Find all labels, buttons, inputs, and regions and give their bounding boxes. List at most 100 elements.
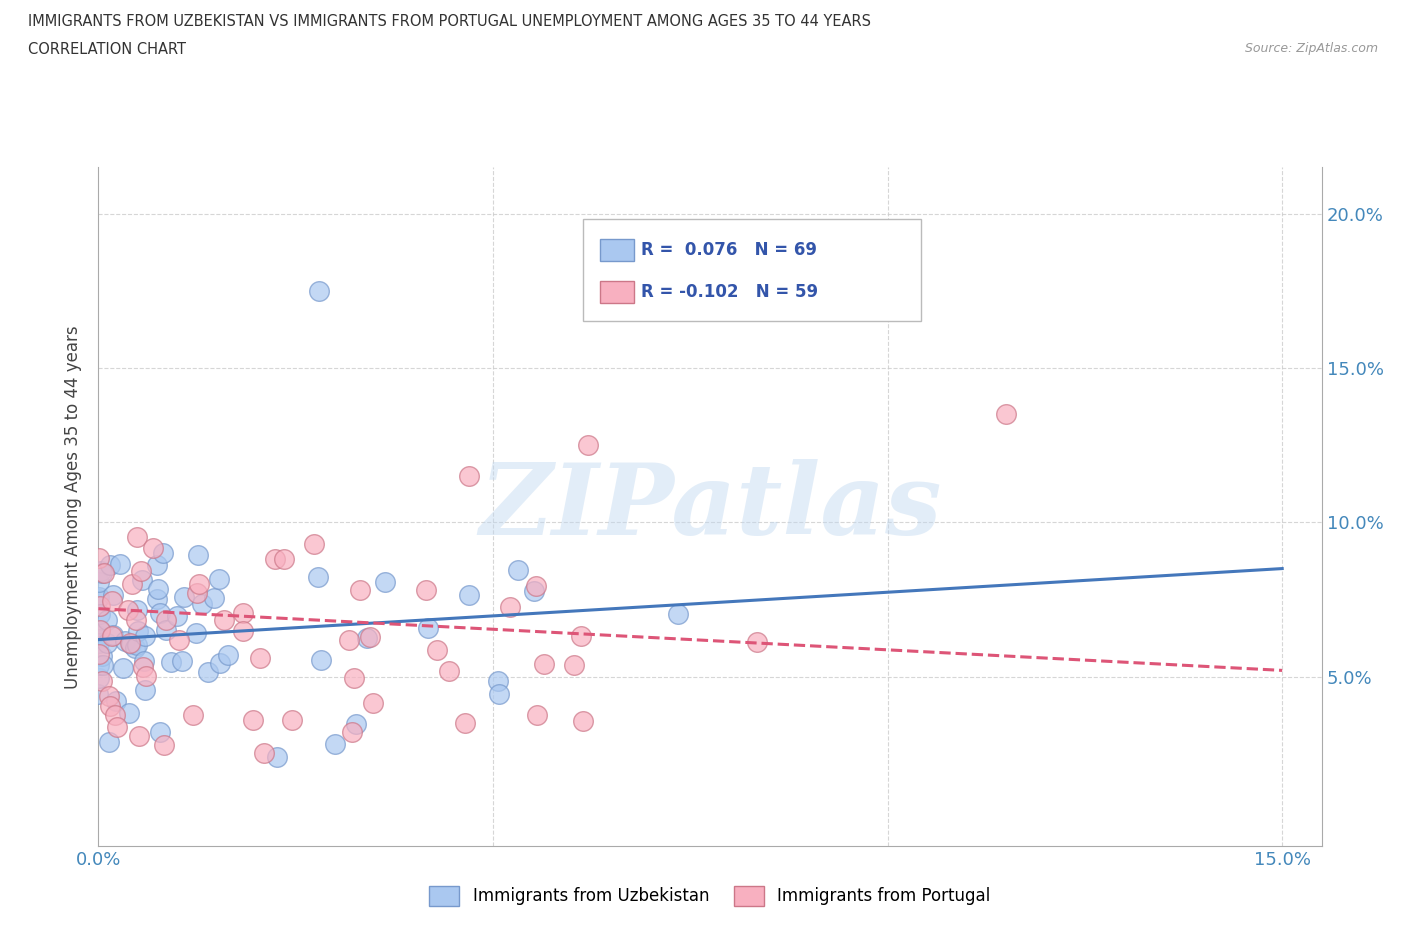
Point [533, 657, 555, 671]
Point [415, 582, 437, 597]
Text: R =  0.076   N = 69: R = 0.076 N = 69 [641, 241, 817, 259]
Point [132, 660, 155, 675]
Point [89, 623, 111, 638]
Point [454, 715, 477, 730]
Point [152, 545, 174, 560]
Point [124, 640, 146, 655]
Point [145, 591, 167, 606]
Point [266, 750, 288, 764]
Point [134, 683, 156, 698]
Point [167, 632, 190, 647]
Point [153, 737, 176, 752]
Text: R = -0.102   N = 59: R = -0.102 N = 59 [641, 283, 818, 301]
Point [89, 622, 111, 637]
Point [87, 628, 110, 643]
Point [149, 605, 172, 620]
Point [118, 706, 141, 721]
Point [104, 708, 127, 723]
Point [253, 745, 276, 760]
Point [197, 665, 219, 680]
Point [562, 658, 585, 672]
Point [129, 564, 152, 578]
Point [309, 652, 332, 667]
Point [148, 724, 170, 739]
Point [127, 638, 149, 653]
Point [110, 556, 132, 571]
Point [191, 597, 214, 612]
Point [98, 734, 121, 749]
Point [486, 673, 509, 688]
Point [159, 655, 181, 670]
Point [91, 658, 114, 673]
Text: CORRELATION CHART: CORRELATION CHART [28, 42, 186, 57]
Point [90, 565, 112, 580]
Point [87, 589, 110, 604]
Point [342, 724, 364, 739]
Legend: Immigrants from Uzbekistan, Immigrants from Portugal: Immigrants from Uzbekistan, Immigrants f… [423, 879, 997, 912]
Point [523, 583, 546, 598]
Text: Source: ZipAtlas.com: Source: ZipAtlas.com [1244, 42, 1378, 55]
Point [308, 284, 330, 299]
Point [105, 720, 128, 735]
Point [134, 628, 156, 643]
Point [111, 660, 134, 675]
Point [242, 712, 264, 727]
Point [202, 591, 225, 605]
Point [155, 613, 177, 628]
Point [344, 716, 367, 731]
Point [89, 575, 111, 590]
Point [343, 671, 366, 685]
Point [374, 575, 396, 590]
Point [576, 438, 599, 453]
Point [994, 406, 1017, 421]
Point [209, 656, 232, 671]
Point [418, 620, 440, 635]
Point [90, 674, 112, 689]
Point [273, 551, 295, 566]
Point [114, 634, 136, 649]
Point [356, 631, 378, 645]
Point [132, 653, 155, 668]
Point [232, 623, 254, 638]
Text: ZIPatlas: ZIPatlas [479, 458, 941, 555]
Text: IMMIGRANTS FROM UZBEKISTAN VS IMMIGRANTS FROM PORTUGAL UNEMPLOYMENT AMONG AGES 3: IMMIGRANTS FROM UZBEKISTAN VS IMMIGRANTS… [28, 14, 872, 29]
Point [96, 636, 118, 651]
Point [87, 671, 110, 685]
Point [172, 654, 194, 669]
Point [135, 669, 157, 684]
Point [184, 626, 207, 641]
Point [121, 577, 143, 591]
Point [349, 582, 371, 597]
Point [249, 650, 271, 665]
Point [187, 577, 209, 591]
Point [101, 628, 124, 643]
Point [128, 729, 150, 744]
Point [146, 581, 169, 596]
Point [131, 573, 153, 588]
Point [232, 605, 254, 620]
Point [87, 551, 110, 565]
Point [142, 540, 165, 555]
Point [186, 585, 208, 600]
Point [181, 708, 204, 723]
Point [437, 663, 460, 678]
Point [104, 694, 127, 709]
Point [526, 707, 548, 722]
Point [572, 713, 595, 728]
Point [426, 643, 449, 658]
Point [524, 578, 547, 593]
Point [89, 646, 111, 661]
Point [117, 603, 139, 618]
Point [280, 712, 302, 727]
Point [173, 590, 195, 604]
Point [145, 557, 167, 572]
Point [121, 637, 143, 652]
Point [98, 698, 121, 713]
Point [93, 566, 115, 581]
Point [90, 564, 112, 578]
Point [264, 551, 287, 566]
Point [569, 629, 592, 644]
Point [89, 607, 111, 622]
Point [506, 563, 529, 578]
Point [87, 686, 110, 701]
